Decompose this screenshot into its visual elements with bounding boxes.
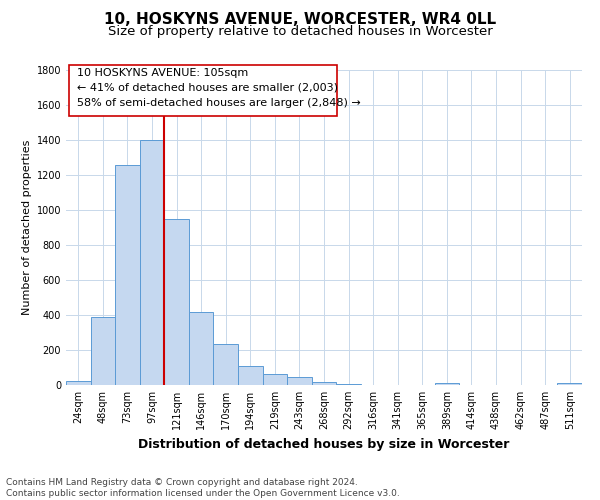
Bar (434, 383, 459, 385)
Text: 10, HOSKYNS AVENUE, WORCESTER, WR4 0LL: 10, HOSKYNS AVENUE, WORCESTER, WR4 0LL (104, 12, 496, 28)
Bar (214, 344, 238, 385)
Bar (91, 317, 115, 385)
Text: 10 HOSKYNS AVENUE: 105sqm: 10 HOSKYNS AVENUE: 105sqm (77, 68, 248, 78)
Bar (238, 366, 263, 385)
Bar (189, 312, 214, 385)
Text: 58% of semi-detached houses are larger (2,848) →: 58% of semi-detached houses are larger (… (77, 98, 361, 108)
Text: Size of property relative to detached houses in Worcester: Size of property relative to detached ho… (107, 25, 493, 38)
Bar (557, 383, 582, 385)
Bar (164, 219, 189, 385)
Bar (115, 164, 140, 385)
Bar (312, 382, 336, 385)
Bar (287, 377, 312, 385)
X-axis label: Distribution of detached houses by size in Worcester: Distribution of detached houses by size … (139, 438, 509, 450)
Bar (140, 140, 164, 385)
Bar (263, 374, 287, 385)
Y-axis label: Number of detached properties: Number of detached properties (22, 140, 32, 315)
Text: ← 41% of detached houses are smaller (2,003): ← 41% of detached houses are smaller (2,… (77, 82, 338, 92)
Text: Contains HM Land Registry data © Crown copyright and database right 2024.
Contai: Contains HM Land Registry data © Crown c… (6, 478, 400, 498)
Bar (336, 384, 361, 385)
Bar (66, 380, 91, 385)
